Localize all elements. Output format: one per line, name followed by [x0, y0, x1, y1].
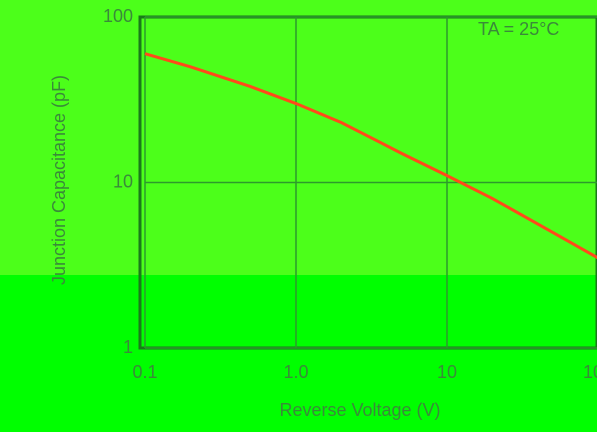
y-axis-label: Junction Capacitance (pF) [49, 75, 69, 285]
x-tick-label: 0.1 [132, 362, 157, 382]
x-tick-label: 100 [583, 362, 597, 382]
x-axis-label: Reverse Voltage (V) [279, 400, 440, 420]
y-tick-label: 10 [113, 171, 133, 191]
y-tick-label: 1 [123, 337, 133, 357]
data-line [145, 54, 597, 258]
annotation: TA = 25°C [478, 19, 559, 39]
chart: TA = 25°C Reverse Voltage (V) Junction C… [0, 0, 597, 432]
y-tick-label: 100 [103, 6, 133, 26]
x-tick-label: 10 [437, 362, 457, 382]
x-tick-label: 1.0 [283, 362, 308, 382]
